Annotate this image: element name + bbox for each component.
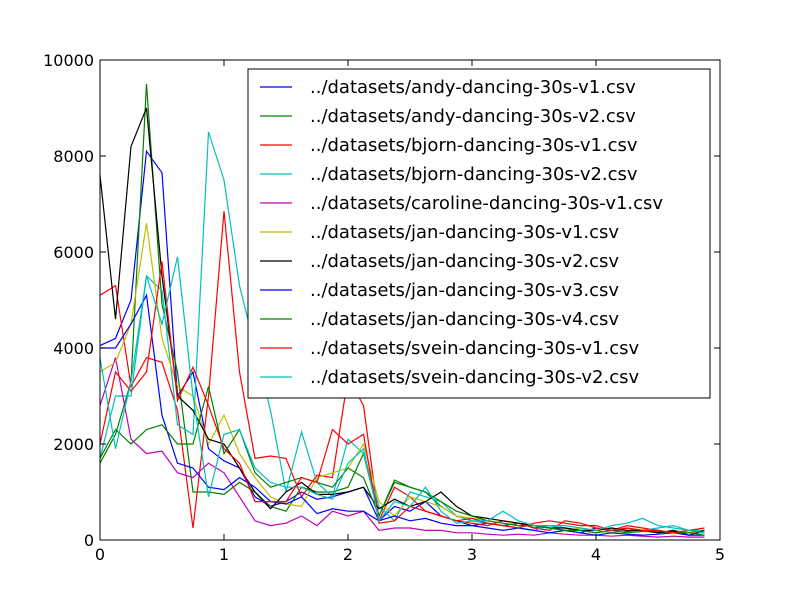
x-tick-label: 5 [715,545,725,564]
y-axis-ticks: 0 2000 4000 6000 8000 10000 [43,51,720,550]
y-tick-label: 8000 [53,147,94,166]
series-lines [99,83,705,538]
legend-label: ../datasets/caroline-dancing-30s-v1.csv [310,193,663,214]
legend-label: ../datasets/andy-dancing-30s-v1.csv [310,77,636,98]
series-line-5 [99,357,705,538]
legend-label: ../datasets/jan-dancing-30s-v2.csv [310,251,619,272]
legend-label: ../datasets/bjorn-dancing-30s-v2.csv [310,164,638,185]
x-tick-label: 1 [219,545,229,564]
x-tick-label: 2 [343,545,353,564]
series-line-7 [99,107,705,536]
x-tick-label: 4 [591,545,601,564]
legend-box [247,68,711,399]
legend-label: ../datasets/jan-dancing-30s-v1.csv [310,222,619,243]
x-axis-ticks: 0 1 2 3 4 5 [95,60,725,564]
x-tick-label: 3 [467,545,477,564]
y-tick-label: 2000 [53,435,94,454]
axes [99,59,721,541]
axes-frame [99,59,721,541]
y-tick-label: 4000 [53,339,94,358]
y-tick-label: 10000 [43,51,94,70]
series-line-9 [99,386,705,536]
legend-label: ../datasets/andy-dancing-30s-v2.csv [310,106,636,127]
y-tick-label: 0 [84,531,94,550]
x-tick-label: 0 [95,545,105,564]
legend-label: ../datasets/jan-dancing-30s-v4.csv [310,309,619,330]
y-tick-label: 6000 [53,243,94,262]
legend-label: ../datasets/bjorn-dancing-30s-v1.csv [310,135,638,156]
series-line-8 [100,293,705,536]
legend-label: ../datasets/jan-dancing-30s-v3.csv [310,280,619,301]
legend-label: ../datasets/svein-dancing-30s-v1.csv [310,338,639,359]
legend: ../datasets/andy-dancing-30s-v1.csv ../da… [247,68,711,399]
legend-label: ../datasets/svein-dancing-30s-v2.csv [310,367,639,388]
series-line-11 [99,256,705,534]
